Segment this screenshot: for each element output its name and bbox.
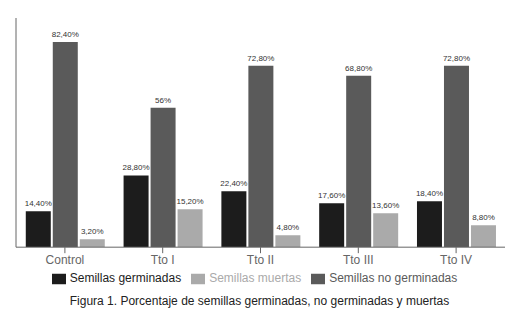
svg-text:68,80%: 68,80% (345, 64, 372, 73)
svg-text:15,20%: 15,20% (177, 197, 204, 206)
svg-text:Tto II: Tto II (247, 253, 274, 267)
svg-text:3,20%: 3,20% (81, 227, 104, 236)
svg-text:56%: 56% (155, 96, 171, 105)
html-text:Semillas germinadas: Semillas germinadas (69, 271, 182, 286)
svg-text:17,60%: 17,60% (318, 191, 345, 200)
svg-text:Control: Control (46, 253, 85, 267)
svg-text:28,80%: 28,80% (123, 163, 150, 172)
svg-text:8,80%: 8,80% (472, 213, 495, 222)
html-text:Semillas no germinadas: Semillas no germinadas (329, 271, 458, 286)
svg-text:72,80%: 72,80% (443, 54, 470, 63)
svg-text:Tto I: Tto I (151, 253, 175, 267)
html-text:Figura 1. Porcentaje de semill: Figura 1. Porcentaje de semillas germina… (69, 294, 450, 308)
svg-text:14,40%: 14,40% (25, 199, 52, 208)
svg-text:82,40%: 82,40% (52, 30, 79, 39)
svg-text:13,60%: 13,60% (372, 201, 399, 210)
html-text:Semillas muertas: Semillas muertas (209, 271, 302, 286)
svg-text:22,40%: 22,40% (220, 179, 247, 188)
svg-text:4,80%: 4,80% (277, 223, 300, 232)
svg-text:Tto IV: Tto IV (440, 253, 472, 267)
svg-text:Tto III: Tto III (343, 253, 374, 267)
svg-text:18,40%: 18,40% (416, 189, 443, 198)
svg-text:72,80%: 72,80% (247, 54, 274, 63)
